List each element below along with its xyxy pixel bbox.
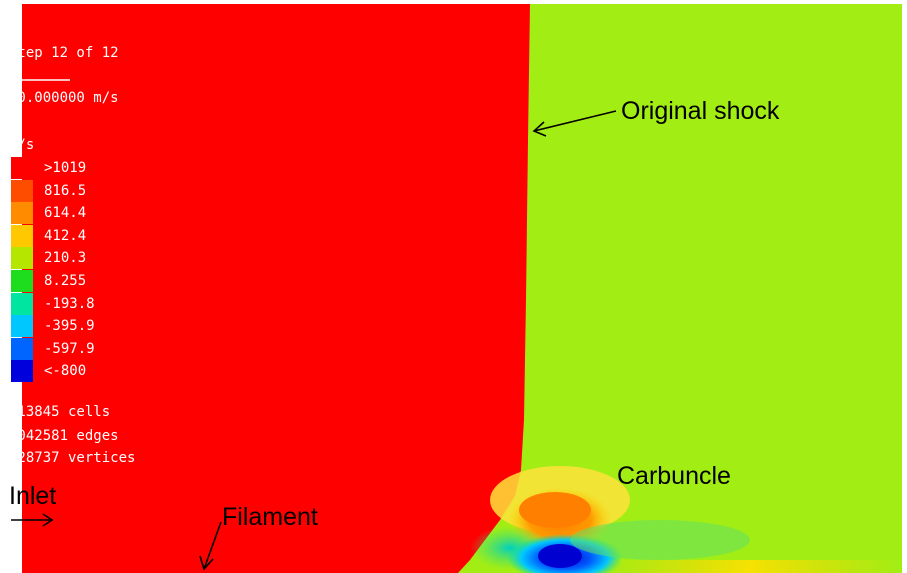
inlet-arrow <box>11 513 54 527</box>
legend-label: 614.4 <box>44 205 87 222</box>
original-shock-label: Original shock <box>621 97 780 125</box>
legend-swatch <box>11 179 33 202</box>
carbuncle-structure <box>470 466 900 573</box>
cells-count: 513845 cells <box>9 404 111 420</box>
inlet-label: Inlet <box>9 482 57 510</box>
legend-swatch <box>11 292 33 315</box>
legend-label: 8.255 <box>44 273 87 289</box>
legend-swatch <box>11 224 33 247</box>
legend-label: 210.3 <box>44 250 87 267</box>
carbuncle-label: Carbuncle <box>617 462 731 490</box>
legend-label: 412.4 <box>44 227 87 244</box>
legend-swatch <box>11 315 33 338</box>
high-velocity-region <box>22 4 530 573</box>
filament-arrow <box>199 521 222 571</box>
legend-swatch <box>11 247 33 270</box>
legend-swatch <box>11 270 33 292</box>
legend-label: -193.8 <box>44 295 95 312</box>
step-indicator: Step 12 of 12 <box>9 45 119 61</box>
legend-label: -597.9 <box>44 340 95 357</box>
original-shock-arrow <box>532 110 617 137</box>
legend-label: -395.9 <box>44 318 95 335</box>
legend-label: >1019 <box>44 160 87 176</box>
legend-label: <-800 <box>44 363 87 380</box>
legend-unit: m/s <box>9 137 35 153</box>
legend-swatch <box>11 202 33 225</box>
legend-swatch <box>11 360 33 383</box>
edges-count: 1042581 edges <box>9 428 119 444</box>
legend-swatch <box>11 157 33 179</box>
scale-value: 50.000000 m/s <box>9 90 119 106</box>
vertices-count: 528737 vertices <box>9 450 136 466</box>
legend-swatch <box>11 337 33 360</box>
filament-label: Filament <box>222 503 318 531</box>
legend-label: 816.5 <box>44 182 87 199</box>
